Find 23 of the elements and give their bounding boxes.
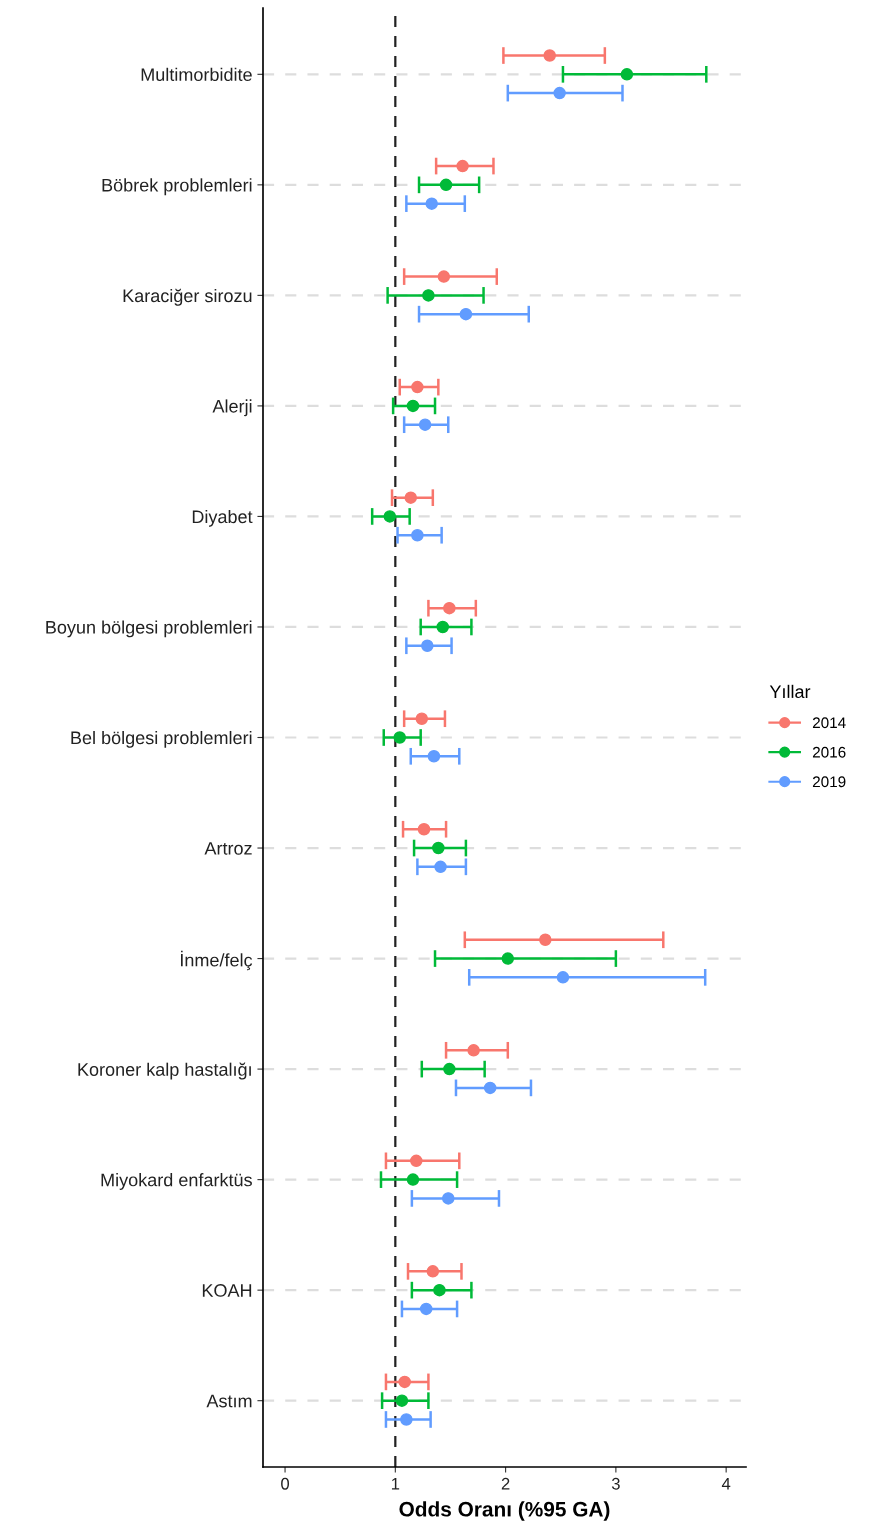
- x-tick-label: 1: [391, 1478, 400, 1490]
- y-tick-label: Alerji: [212, 399, 252, 417]
- legend-label: 2016: [812, 746, 846, 758]
- y-tick-label: Artroz: [204, 842, 252, 855]
- y-tick-label: Bel bölgesi problemleri: [71, 730, 252, 748]
- y-tick-label: Boyun bölgesi problemleri: [46, 620, 252, 638]
- y-tick-label: Miyokard enfarktüs: [101, 1173, 252, 1190]
- y-tick-label: Diyabet: [192, 509, 253, 527]
- x-tick-label: 4: [721, 1478, 731, 1490]
- x-axis-title: Odds Oranı (%95 GA): [399, 1501, 610, 1521]
- y-tick-label: Karaciğer sirozu: [123, 288, 252, 306]
- x-tick-label: 2: [501, 1477, 510, 1490]
- legend-label: 2014: [812, 717, 846, 729]
- y-tick-label: Multimorbidite: [141, 67, 252, 82]
- x-tick-label: 0: [281, 1477, 290, 1490]
- y-tick-label: Astım: [206, 1394, 252, 1408]
- y-tick-label: KOAH: [202, 1284, 252, 1297]
- legend-label: 2019: [812, 776, 846, 788]
- legend-title: Yıllar: [769, 684, 811, 699]
- y-tick-label: Koroner kalp hastalığı: [78, 1062, 251, 1080]
- y-tick-label: İnme/felç: [181, 950, 253, 971]
- y-tick-label: Böbrek problemleri: [102, 178, 252, 196]
- x-tick-label: 3: [611, 1477, 620, 1490]
